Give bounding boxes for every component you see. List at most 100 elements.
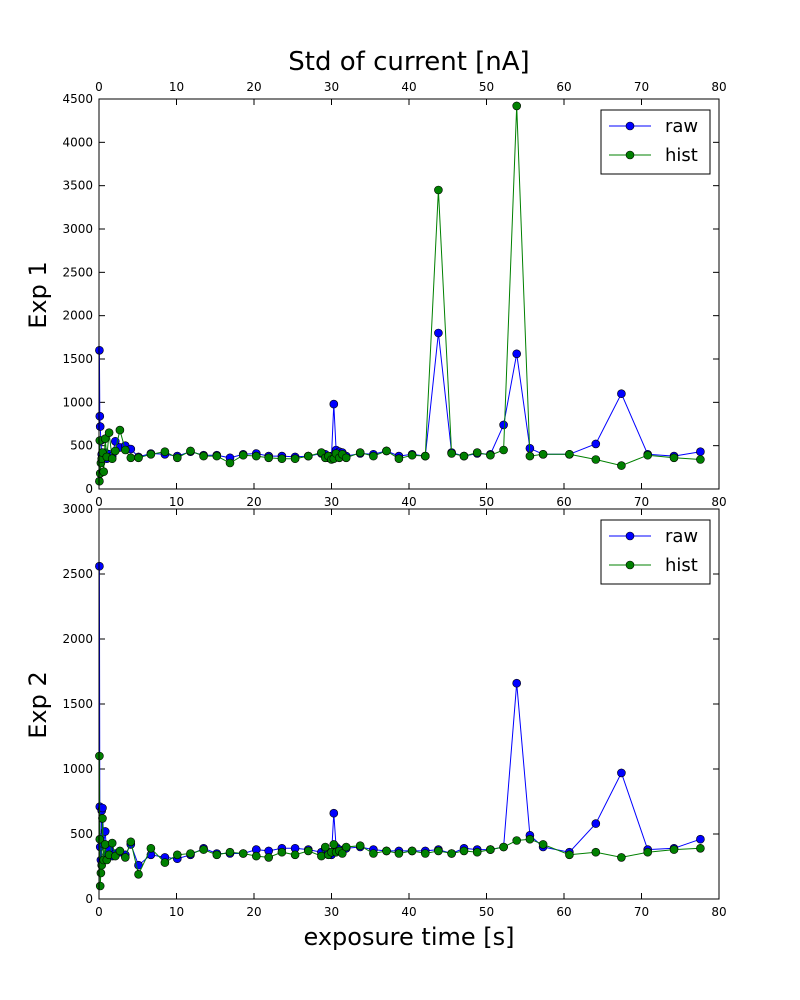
panel-2-hist-point <box>382 846 391 856</box>
panel-2-hist-point <box>115 846 125 856</box>
panel-1-legend-box <box>600 109 711 175</box>
panel-2-y-tick-label: 0 <box>85 892 93 906</box>
panel-1-hist-point <box>382 446 391 456</box>
panel-2-hist-point <box>459 846 469 856</box>
panel-1-hist-point <box>472 448 482 457</box>
panel-2-hist-point <box>565 850 574 860</box>
panel-1-x-tick-label-top: 0 <box>95 80 103 94</box>
panel-2-hist-point <box>95 881 105 891</box>
panel-2-hist-point <box>341 842 351 852</box>
panel-1-hist-point <box>146 449 156 459</box>
panel-1-raw-point <box>95 411 105 421</box>
panel-2-y-tick-label: 3000 <box>62 502 93 516</box>
panel-1-series-hist <box>95 101 705 486</box>
panel-1-raw-point <box>329 399 339 409</box>
panel-2-ylabel: Exp 2 <box>24 671 52 739</box>
panel-2-hist-point <box>320 842 330 852</box>
panel-2-hist-point <box>225 847 235 857</box>
panel-2-x-tick-label: 70 <box>634 905 649 919</box>
panel-1-y-tick-label: 4500 <box>62 92 93 106</box>
panel-1-hist-point <box>225 458 235 468</box>
panel-2-hist-point <box>146 843 156 853</box>
panel-1-hist-point <box>126 453 136 463</box>
panel-1-x-tick-label-top: 20 <box>246 80 261 94</box>
panel-2-hist-point <box>420 849 430 858</box>
panel-1-hist-point <box>121 445 130 455</box>
panel-2-hist-point <box>303 846 313 856</box>
panel-1-x-tick-label-top: 70 <box>634 80 649 94</box>
panel-1-hist-point <box>100 434 110 444</box>
panel-1-hist-point <box>420 451 430 461</box>
panel-2-y-tick-label: 500 <box>70 827 93 841</box>
panel-1-hist-point <box>669 453 679 463</box>
panel-2-legend: raw hist <box>600 519 711 585</box>
panel-2-hist-point <box>238 849 248 858</box>
panel-1-hist-point <box>290 454 300 464</box>
panel-1-legend-label-hist: hist <box>665 145 698 166</box>
panel-1-x-tick-label-top: 80 <box>711 80 726 94</box>
panel-2-hist-point <box>643 847 653 857</box>
panel-2-hist-point <box>134 869 143 879</box>
panel-exp-2: 0 10 20 30 40 50 60 70 80 0 500 1000 1500 2000 2500 300… <box>62 502 726 919</box>
panel-1-x-tick-label: 70 <box>634 495 649 509</box>
panel-1-hist-point <box>104 428 114 438</box>
panel-1-hist-point <box>565 449 574 459</box>
panel-2-legend-marker-raw <box>625 531 635 541</box>
panel-2-hist-point <box>95 834 105 844</box>
panel-1-hist-point <box>525 451 535 461</box>
panel-2-hist-point <box>486 845 495 854</box>
panel-1-hist-point <box>160 447 170 457</box>
panel-2-y-tick-label: 1500 <box>62 697 93 711</box>
panel-2-axes-frame <box>98 508 720 900</box>
panel-2-raw-point <box>617 768 626 778</box>
panel-1-raw-point <box>696 447 705 457</box>
panel-1-y-tick-label: 0 <box>85 482 93 496</box>
panel-1-raw-point <box>499 420 508 430</box>
panel-1-x-tick-label: 40 <box>401 495 416 509</box>
panel-1-hist-point <box>173 453 182 463</box>
panel-1-hist-point <box>486 450 495 460</box>
panel-1-x-tick-label-top: 60 <box>556 80 571 94</box>
panel-1-axes-frame <box>98 98 720 490</box>
panel-1-hist-point <box>591 455 601 464</box>
panel-1-raw-point <box>512 349 522 359</box>
panel-1-y-tick-label: 3500 <box>62 179 93 193</box>
panel-2-x-tick-label: 30 <box>324 905 339 919</box>
panel-1-y-tick-label: 2500 <box>62 265 93 279</box>
panel-2-hist-point <box>472 847 482 857</box>
panel-1-hist-point <box>186 446 195 456</box>
panel-1-x-tick-label-top: 30 <box>324 80 339 94</box>
panel-1-x-tick-label: 50 <box>479 495 494 509</box>
panel-2-hist-point <box>126 837 136 847</box>
panel-1-x-tick-label: 20 <box>246 495 261 509</box>
panel-1-x-tick-label-top: 40 <box>401 80 416 94</box>
panel-1-hist-point <box>264 453 274 463</box>
panel-1-raw-point <box>591 439 601 449</box>
panel-2-hist-point <box>499 842 508 852</box>
panel-1-x-tick-label: 80 <box>711 495 726 509</box>
panel-1-hist-point <box>212 451 222 461</box>
panel-2-hist-point <box>251 851 261 861</box>
panel-2-hist-point <box>290 850 300 860</box>
panel-2-raw-point <box>591 819 601 828</box>
panel-1-x-tick-label: 60 <box>556 495 571 509</box>
panel-1-x-tick-label: 10 <box>169 495 184 509</box>
panel-1-hist-point <box>643 450 653 460</box>
panel-2-hist-point <box>212 850 222 860</box>
panel-2-raw-point <box>329 808 339 818</box>
panel-2-hist-point <box>264 853 274 862</box>
panel-1-hist-point <box>107 454 117 464</box>
panel-2-hist-point <box>186 849 195 858</box>
panel-2-raw-point <box>696 834 705 844</box>
panel-1-x-tick-label: 0 <box>95 495 103 509</box>
panel-2-hist-point <box>199 845 208 854</box>
panel-2-series-hist <box>95 751 705 891</box>
panel-1-hist-point <box>99 467 108 477</box>
panel-1-legend-label-raw: raw <box>665 116 698 137</box>
panel-2-hist-point <box>160 858 170 867</box>
panel-2-hist-point <box>591 847 601 857</box>
panel-2-hist-point <box>173 850 182 860</box>
panel-1-y-tick-label: 4000 <box>62 135 93 149</box>
panel-1-hist-point <box>407 450 417 460</box>
